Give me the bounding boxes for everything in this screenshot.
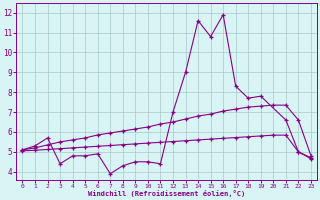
X-axis label: Windchill (Refroidissement éolien,°C): Windchill (Refroidissement éolien,°C) — [88, 190, 245, 197]
